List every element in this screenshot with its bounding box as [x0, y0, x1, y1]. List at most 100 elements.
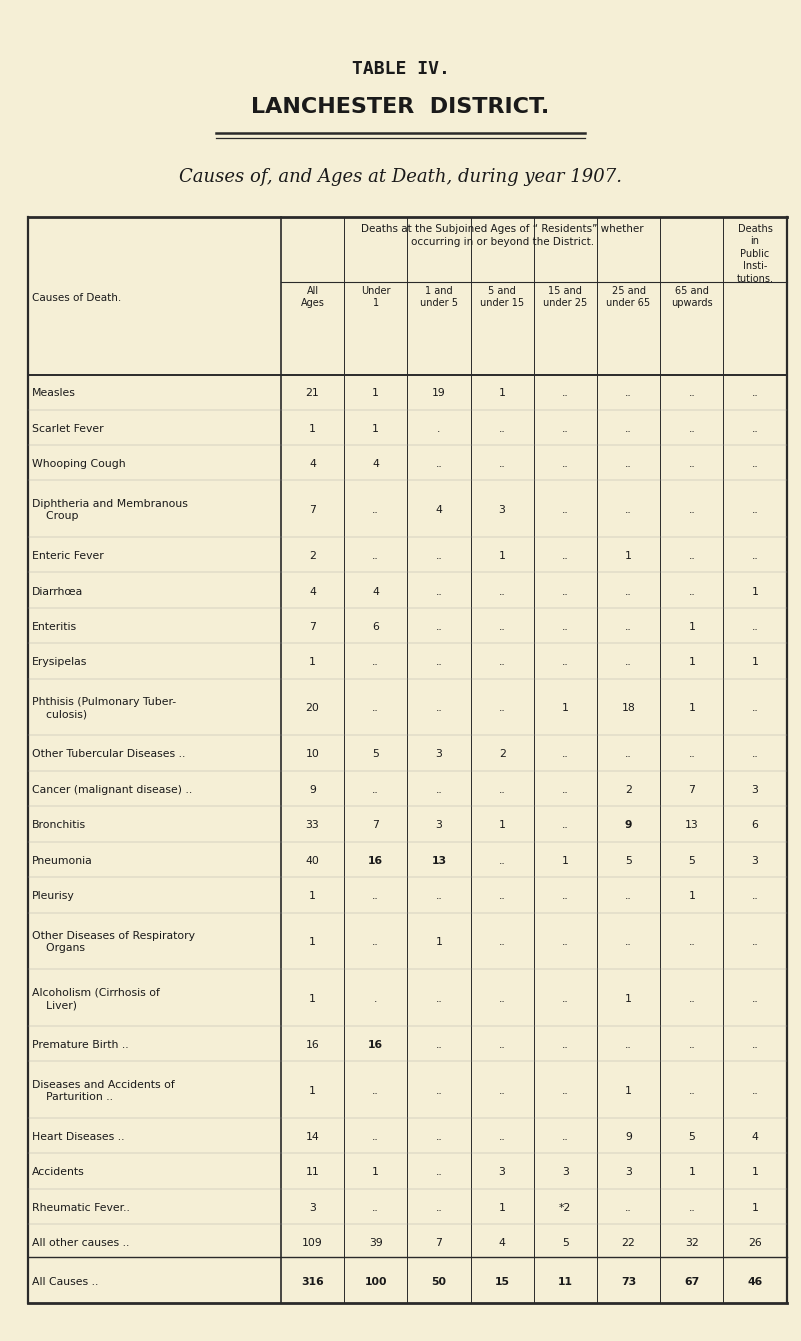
Text: ..: .. — [436, 704, 442, 713]
Text: ..: .. — [499, 1132, 505, 1143]
Text: ..: .. — [562, 586, 569, 597]
Text: ..: .. — [751, 704, 759, 713]
Text: 1: 1 — [436, 937, 442, 947]
Text: 4: 4 — [499, 1238, 505, 1248]
Text: 4: 4 — [372, 459, 379, 469]
Text: ..: .. — [751, 994, 759, 1004]
Text: .: . — [374, 994, 377, 1004]
Text: 33: 33 — [306, 821, 320, 830]
Text: 316: 316 — [301, 1277, 324, 1287]
Text: ..: .. — [625, 586, 632, 597]
Text: ..: .. — [625, 750, 632, 759]
Text: ..: .. — [751, 1086, 759, 1096]
Text: 1: 1 — [688, 622, 695, 632]
Text: 14: 14 — [306, 1132, 320, 1143]
Text: ..: .. — [372, 892, 379, 901]
Text: ..: .. — [436, 1168, 442, 1177]
Text: ..: .. — [625, 937, 632, 947]
Text: ..: .. — [688, 551, 695, 561]
Text: 20: 20 — [305, 704, 320, 713]
Text: Deaths at the Subjoined Ages of “ Residents” whether
occurring in or beyond the : Deaths at the Subjoined Ages of “ Reside… — [360, 224, 643, 247]
Text: ..: .. — [372, 657, 379, 668]
Text: 15: 15 — [495, 1277, 509, 1287]
Text: 7: 7 — [688, 784, 695, 795]
Text: Diarrhœa: Diarrhœa — [32, 586, 83, 597]
Text: ..: .. — [436, 1039, 442, 1050]
Text: 1: 1 — [625, 994, 632, 1004]
Text: 1: 1 — [309, 892, 316, 901]
Text: 1: 1 — [625, 551, 632, 561]
Text: 7: 7 — [309, 506, 316, 515]
Text: ..: .. — [751, 1039, 759, 1050]
Text: TABLE IV.: TABLE IV. — [352, 60, 449, 78]
Text: ..: .. — [751, 506, 759, 515]
Text: 1: 1 — [499, 388, 505, 398]
Text: 2: 2 — [499, 750, 505, 759]
Text: ..: .. — [499, 459, 505, 469]
Text: 7: 7 — [372, 821, 379, 830]
Text: ..: .. — [436, 994, 442, 1004]
Text: ..: .. — [372, 1203, 379, 1212]
Text: ..: .. — [688, 750, 695, 759]
Text: 11: 11 — [557, 1277, 573, 1287]
Text: ..: .. — [499, 937, 505, 947]
Text: Erysipelas: Erysipelas — [32, 657, 87, 668]
Text: ..: .. — [436, 1203, 442, 1212]
Text: 73: 73 — [621, 1277, 636, 1287]
Text: 5: 5 — [688, 856, 695, 866]
Text: 4: 4 — [436, 506, 442, 515]
Text: ..: .. — [562, 750, 569, 759]
Text: Cancer (malignant disease) ..: Cancer (malignant disease) .. — [32, 784, 192, 795]
Text: Premature Birth ..: Premature Birth .. — [32, 1039, 129, 1050]
Text: 39: 39 — [368, 1238, 383, 1248]
Text: ..: .. — [499, 657, 505, 668]
Text: 7: 7 — [309, 622, 316, 632]
Text: 1: 1 — [688, 704, 695, 713]
Text: 5: 5 — [372, 750, 379, 759]
Text: LANCHESTER  DISTRICT.: LANCHESTER DISTRICT. — [252, 97, 549, 117]
Text: 7: 7 — [436, 1238, 442, 1248]
Text: Heart Diseases ..: Heart Diseases .. — [32, 1132, 124, 1143]
Text: 1: 1 — [751, 657, 759, 668]
Text: 2: 2 — [309, 551, 316, 561]
Text: 3: 3 — [499, 506, 505, 515]
Text: 65 and
upwards: 65 and upwards — [671, 286, 713, 308]
Text: ..: .. — [436, 657, 442, 668]
Text: Bronchitis: Bronchitis — [32, 821, 87, 830]
Text: 1 and
under 5: 1 and under 5 — [420, 286, 458, 308]
Text: ..: .. — [751, 937, 759, 947]
Text: Accidents: Accidents — [32, 1168, 85, 1177]
Text: Rheumatic Fever..: Rheumatic Fever.. — [32, 1203, 130, 1212]
Text: 11: 11 — [306, 1168, 320, 1177]
Text: ..: .. — [372, 784, 379, 795]
Text: ..: .. — [562, 551, 569, 561]
Text: 9: 9 — [309, 784, 316, 795]
Text: ..: .. — [499, 704, 505, 713]
Text: ..: .. — [372, 506, 379, 515]
Text: 1: 1 — [751, 1168, 759, 1177]
Text: ..: .. — [372, 1132, 379, 1143]
Text: 1: 1 — [372, 1168, 379, 1177]
Text: 1: 1 — [562, 856, 569, 866]
Text: 1: 1 — [688, 1168, 695, 1177]
Text: 4: 4 — [751, 1132, 759, 1143]
Text: ..: .. — [562, 821, 569, 830]
Text: 46: 46 — [747, 1277, 763, 1287]
Text: *2: *2 — [559, 1203, 571, 1212]
Text: 4: 4 — [309, 586, 316, 597]
Text: ..: .. — [562, 1086, 569, 1096]
Text: 5: 5 — [625, 856, 632, 866]
Text: 3: 3 — [625, 1168, 632, 1177]
Text: ..: .. — [625, 506, 632, 515]
Text: ..: .. — [562, 459, 569, 469]
Text: ..: .. — [625, 459, 632, 469]
Text: ..: .. — [625, 388, 632, 398]
Text: ..: .. — [625, 1203, 632, 1212]
Text: 16: 16 — [368, 1039, 383, 1050]
Text: Diseases and Accidents of
    Parturition ..: Diseases and Accidents of Parturition .. — [32, 1080, 175, 1102]
Text: Causes of Death.: Causes of Death. — [32, 292, 121, 303]
Text: ..: .. — [499, 424, 505, 433]
Text: 3: 3 — [436, 750, 442, 759]
Text: 18: 18 — [622, 704, 635, 713]
Text: 16: 16 — [368, 856, 383, 866]
